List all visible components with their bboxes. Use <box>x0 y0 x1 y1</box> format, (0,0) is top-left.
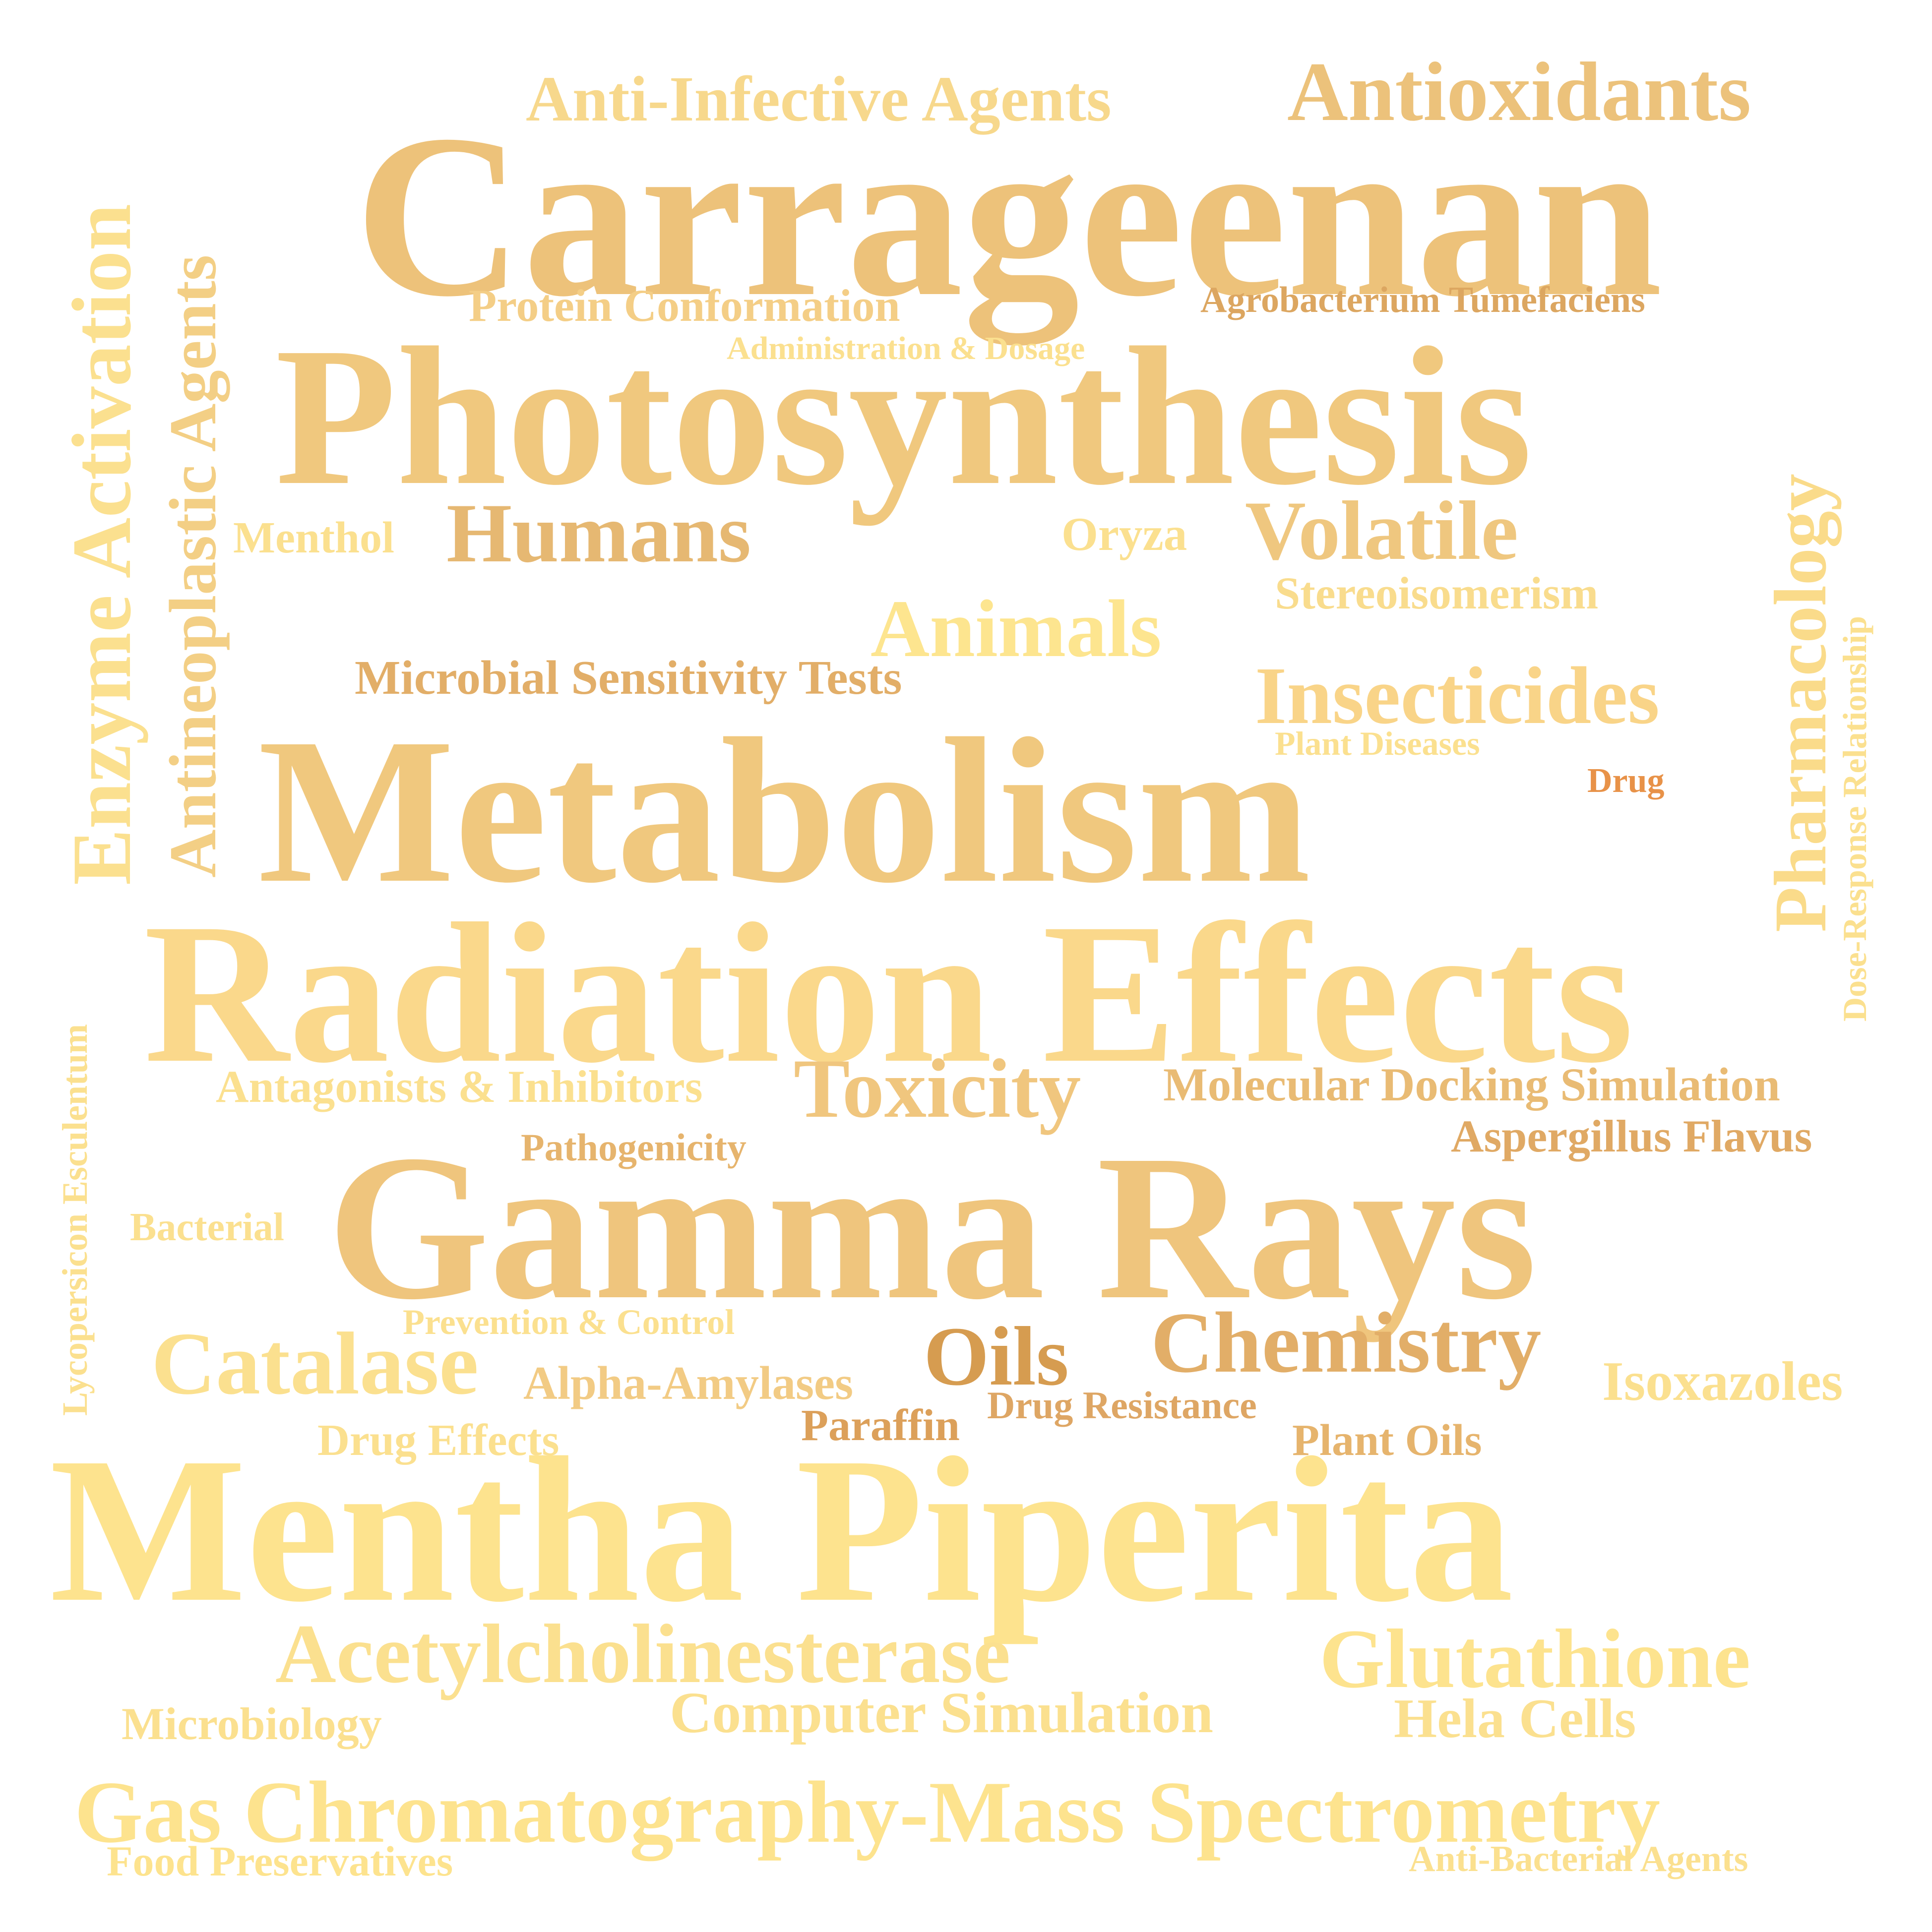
word-anti-infective-agents: Anti-Infective Agents <box>526 63 1112 135</box>
word-lycopersicon-esculentum: Lycopersicon Esculentum <box>55 1024 95 1416</box>
word-pharmacology: Pharmacology <box>1759 474 1842 932</box>
word-paraffin: Paraffin <box>801 1401 960 1450</box>
word-alpha-amylases: Alpha-Amylases <box>523 1357 854 1409</box>
word-antineoplastic-agents: Antineoplastic Agents <box>156 254 230 878</box>
word-aspergillus-flavus: Aspergillus Flavus <box>1451 1111 1812 1161</box>
word-chemistry: Chemistry <box>1151 1294 1542 1390</box>
word-oryza: Oryza <box>1061 508 1187 560</box>
word-carrageenan: Carrageenan <box>355 86 1663 345</box>
word-animals: Animals <box>871 583 1162 674</box>
word-antioxidants: Antioxidants <box>1287 45 1751 138</box>
word-computer-simulation: Computer Simulation <box>670 1680 1213 1745</box>
word-anti-bacterial-agents: Anti-Bacterial Agents <box>1409 1839 1748 1879</box>
word-isoxazoles: Isoxazoles <box>1602 1351 1843 1412</box>
word-microbiology: Microbiology <box>122 1698 382 1749</box>
word-insecticides: Insecticides <box>1255 650 1660 741</box>
word-mentha-piperita: Mentha Piperita <box>50 1414 1514 1645</box>
word-molecular-docking-simulation: Molecular Docking Simulation <box>1163 1058 1780 1111</box>
word-prevention-control: Prevention & Control <box>403 1302 735 1342</box>
word-gas-chromatography-mass-spectrometry: Gas Chromatography-Mass Spectrometry <box>74 1763 1661 1861</box>
word-drug-effects: Drug Effects <box>317 1416 560 1465</box>
word-stereoisomerism: Stereoisomerism <box>1275 568 1599 618</box>
word-microbial-sensitivity-tests: Microbial Sensitivity Tests <box>355 651 902 705</box>
word-pathogenicity: Pathogenicity <box>521 1126 747 1169</box>
word-menthol: Menthol <box>233 513 394 562</box>
word-volatile: Volatile <box>1245 484 1518 577</box>
word-enzyme-activation: Enzyme Activation <box>55 203 148 885</box>
word-agrobacterium-tumefaciens: Agrobacterium Tumefaciens <box>1200 280 1645 320</box>
word-radiation-effects: Radiation Effects <box>144 882 1634 1104</box>
word-protein-conformation: Protein Conformation <box>469 280 900 331</box>
word-administration-dosage: Administration & Dosage <box>727 330 1085 366</box>
word-plant-oils: Plant Oils <box>1292 1416 1482 1465</box>
word-gamma-rays: Gamma Rays <box>327 1112 1537 1342</box>
word-metabolism: Metabolism <box>258 695 1311 926</box>
word-acetylcholinesterase: Acetylcholinesterase <box>275 1607 1011 1700</box>
word-glutathione: Glutathione <box>1319 1612 1751 1705</box>
word-drug: Drug <box>1587 762 1665 800</box>
word-dose-response-relationship: Dose-Response Relationship <box>1836 616 1873 1022</box>
word-toxicity: Toxicity <box>794 1042 1081 1135</box>
word-oils: Oils <box>924 1310 1069 1403</box>
word-photosynthesis: Photosynthesis <box>275 306 1532 526</box>
word-antagonists-inhibitors: Antagonists & Inhibitors <box>216 1061 703 1112</box>
word-hela-cells: Hela Cells <box>1394 1688 1636 1750</box>
word-drug-resistance: Drug Resistance <box>987 1384 1257 1427</box>
word-bacterial: Bacterial <box>130 1206 284 1249</box>
word-food-preservatives: Food Preservatives <box>107 1837 453 1885</box>
word-humans: Humans <box>446 486 751 580</box>
word-plant-diseases: Plant Diseases <box>1275 724 1480 762</box>
word-catalase: Catalase <box>151 1314 479 1413</box>
